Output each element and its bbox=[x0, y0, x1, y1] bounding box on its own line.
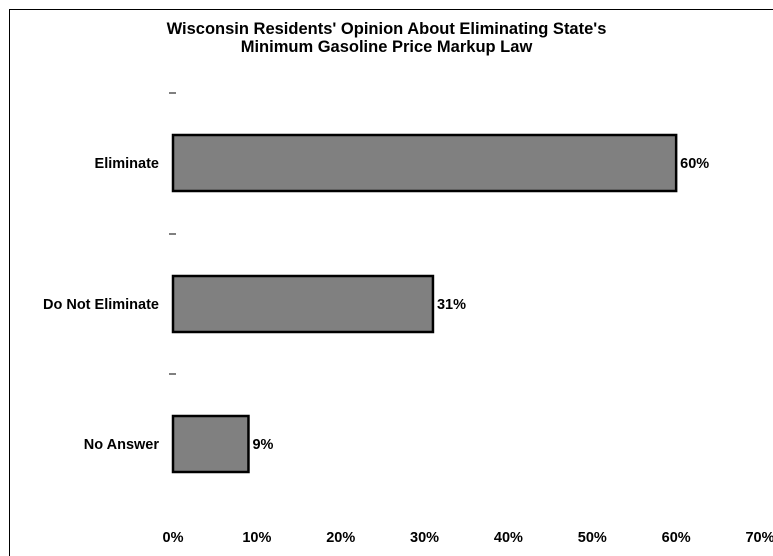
data-label: 60% bbox=[680, 156, 709, 172]
bar bbox=[171, 274, 435, 334]
x-tick-label: 10% bbox=[242, 530, 271, 546]
x-tick-label: 40% bbox=[494, 530, 523, 546]
x-tick-label: 70% bbox=[745, 530, 773, 546]
bar bbox=[171, 133, 678, 193]
x-tick-label: 50% bbox=[578, 530, 607, 546]
category-label: No Answer bbox=[84, 437, 160, 453]
data-label: 9% bbox=[252, 437, 273, 453]
x-tick-label: 60% bbox=[662, 530, 691, 546]
chart-title: Wisconsin Residents' Opinion About Elimi… bbox=[0, 20, 773, 56]
x-tick-label: 0% bbox=[163, 530, 184, 546]
bar bbox=[171, 414, 250, 474]
chart-frame bbox=[9, 9, 773, 556]
chart-title-line-1: Wisconsin Residents' Opinion About Elimi… bbox=[166, 20, 607, 38]
category-label: Eliminate bbox=[95, 156, 159, 172]
x-tick-label: 30% bbox=[410, 530, 439, 546]
chart-title-line-2: Minimum Gasoline Price Markup Law bbox=[240, 38, 533, 56]
x-tick-label: 20% bbox=[326, 530, 355, 546]
data-label: 31% bbox=[437, 297, 466, 313]
category-label: Do Not Eliminate bbox=[43, 297, 159, 313]
